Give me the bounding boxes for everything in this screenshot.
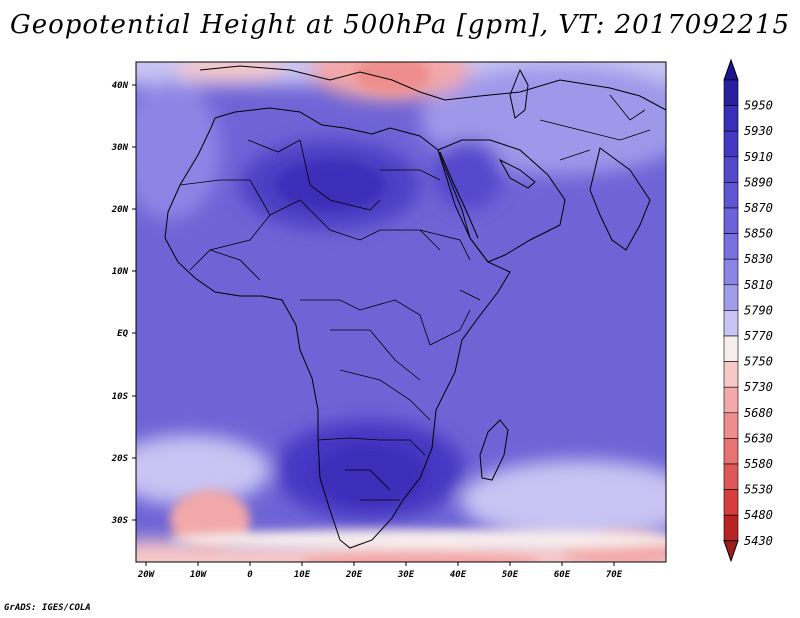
lat-tick-30n: 30N (111, 143, 129, 153)
lon-axis (145, 562, 615, 566)
field-south-low (300, 550, 540, 562)
map-frame (135, 61, 667, 563)
colorbar-cell-5630 (723, 412, 739, 439)
colorbar-label-5680: 5680 (744, 406, 773, 420)
field-southwest-lighter (136, 435, 270, 505)
colorbar-label-5910: 5910 (744, 150, 773, 164)
colorbar-cell-5950 (723, 79, 739, 106)
colorbar-label-5430: 5430 (744, 534, 773, 548)
field-arabia-high (433, 140, 503, 210)
africa-coastline (164, 107, 511, 549)
colorbar-cell-5580 (723, 438, 739, 465)
colorbar-label-5830: 5830 (744, 252, 773, 266)
map-field (136, 62, 666, 562)
field-southeast-lighter (460, 460, 666, 540)
madagascar-coastline (479, 419, 509, 481)
border-lines-north (247, 139, 441, 251)
lon-tick-10w: 10W (190, 570, 208, 580)
colorbar-cell-5530 (723, 463, 739, 490)
colorbar-cell-5770 (723, 310, 739, 337)
colorbar-cell-5750 (723, 335, 739, 362)
lon-tick-20e: 20E (345, 570, 363, 580)
colorbar-label-5930: 5930 (744, 124, 773, 138)
lon-tick-50e: 50E (502, 570, 519, 580)
lon-tick-20w: 20W (137, 570, 156, 580)
colorbar-label-5750: 5750 (744, 355, 773, 369)
colorbar-label-5870: 5870 (744, 201, 773, 215)
red-sea-coastline (439, 151, 479, 239)
colorbar-label-5950: 5950 (744, 99, 773, 113)
colorbar-cell-5870 (723, 182, 739, 209)
coastlines (164, 65, 666, 549)
colorbar-cell-5810 (723, 258, 739, 286)
border-lines-west (179, 179, 271, 281)
colorbar-label-5810: 5810 (744, 278, 773, 292)
colorbar-cell-5430 (723, 514, 739, 542)
colorbar-label-5730: 5730 (744, 380, 773, 394)
colorbar-cell-5480 (723, 489, 739, 516)
colorbar-label-5580: 5580 (744, 457, 773, 471)
colorbar-cell-5830 (723, 233, 739, 260)
map-title: Geopotential Height at 500hPa [gpm], VT:… (9, 10, 791, 40)
colorbar-label-5790: 5790 (744, 303, 773, 317)
colorbar-cell-5730 (723, 361, 739, 388)
lat-tick-20n: 20N (111, 205, 129, 215)
lat-tick-10n: 10N (112, 267, 129, 277)
lat-tick-20s: 20S (111, 454, 129, 464)
lat-tick-30s: 30S (111, 516, 129, 526)
colorbar-cell-5680 (723, 386, 739, 414)
colorbar-cell-5890 (723, 156, 739, 183)
lat-tick-eq: EQ (117, 329, 128, 339)
colorbar-label-5850: 5850 (744, 227, 773, 241)
field-southern-africa-core (315, 445, 425, 505)
arabia-coastline (437, 139, 566, 263)
colorbar-cell-5850 (723, 207, 739, 234)
border-lines-south (317, 437, 426, 501)
lon-tick-60e: 60E (554, 570, 571, 580)
colorbar-cell-5790 (723, 284, 739, 311)
lat-axis (132, 84, 136, 521)
lon-tick-30e: 30E (397, 570, 415, 580)
colorbar-label-5480: 5480 (744, 508, 773, 522)
border-lines-east (419, 229, 481, 346)
india-coastline (589, 147, 651, 251)
europe-coastline (199, 65, 666, 111)
lat-tick-40n: 40N (112, 81, 129, 91)
borders (179, 94, 651, 501)
credit-text: GrADS: IGES/COLA (4, 603, 91, 613)
colorbar: 5950 5930 5910 5890 5870 5850 5830 5810 5790 5770… (723, 58, 773, 563)
colorbar-label-5630: 5630 (744, 431, 773, 445)
lon-tick-10e: 10E (294, 570, 311, 580)
lon-tick-70e: 70E (606, 570, 623, 580)
colorbar-bottom-arrow (723, 540, 739, 563)
border-lines-central (300, 299, 431, 421)
field-west-lighter (136, 80, 220, 220)
lon-tick-40e: 40E (450, 570, 467, 580)
caspian-coastline (509, 68, 529, 119)
lon-tick-0: 0 (247, 570, 253, 580)
colorbar-label-5530: 5530 (744, 483, 773, 497)
border-lines-asia (539, 94, 651, 161)
colorbar-cell-5930 (723, 105, 739, 132)
colorbar-cell-5910 (723, 130, 739, 158)
persian-gulf-coastline (498, 158, 536, 189)
colorbar-top-arrow (723, 58, 739, 81)
field-sahara-core (275, 160, 385, 210)
colorbar-label-5770: 5770 (744, 329, 773, 343)
lat-tick-10s: 10S (112, 392, 129, 402)
field-mediterranean-core (354, 62, 430, 93)
field-south-white-band (170, 530, 666, 550)
colorbar-label-5890: 5890 (744, 175, 773, 189)
